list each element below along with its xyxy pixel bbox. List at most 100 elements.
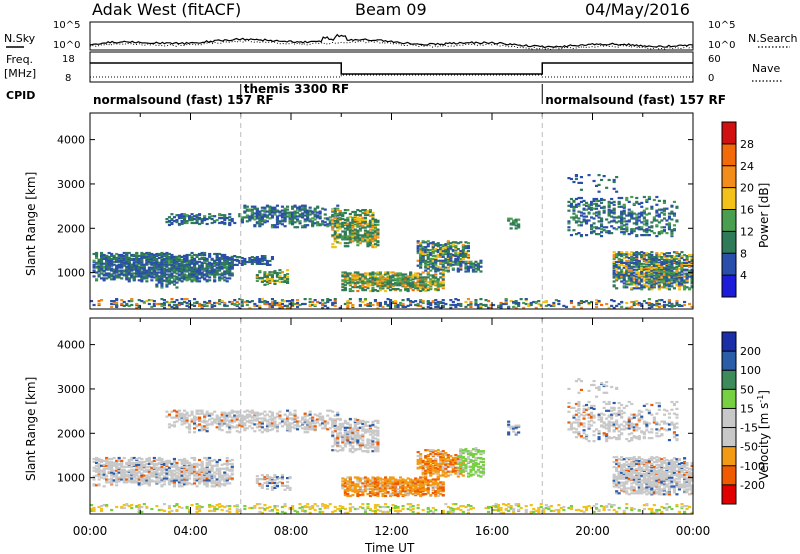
range-gate-cell (343, 287, 347, 290)
range-gate-cell (640, 234, 644, 237)
range-gate-cell (152, 459, 156, 462)
range-gate-cell (672, 228, 677, 231)
range-gate-cell (298, 303, 302, 307)
range-gate-cell (220, 261, 224, 264)
range-gate-cell (426, 276, 430, 279)
range-gate-cell (582, 215, 586, 218)
range-gate-cell (399, 284, 403, 287)
range-gate-cell (318, 217, 322, 220)
range-gate-cell (331, 225, 335, 228)
range-gate-cell (208, 276, 212, 279)
range-gate-cell (183, 478, 187, 481)
range-gate-cell (165, 253, 169, 257)
range-gate-cell (275, 272, 280, 275)
range-gate-cell (185, 459, 189, 462)
range-gate-cell (441, 268, 445, 271)
range-gate-cell (333, 216, 337, 219)
range-gate-cell (95, 271, 99, 274)
range-gate-cell (110, 300, 114, 303)
range-gate-cell (351, 221, 355, 224)
range-gate-cell (105, 277, 109, 280)
range-gate-cell (145, 273, 149, 276)
range-gate-cell (426, 284, 430, 287)
range-gate-cell (195, 216, 199, 219)
range-gate-cell (534, 306, 538, 309)
range-gate-cell (590, 206, 594, 209)
range-gate-cell (273, 301, 277, 305)
range-gate-cell (662, 300, 667, 304)
range-gate-cell (213, 471, 217, 474)
range-gate-cell (308, 218, 312, 221)
range-gate-cell (218, 276, 222, 279)
range-gate-cell (303, 220, 307, 223)
range-gate-cell (198, 252, 202, 256)
range-gate-cell (449, 252, 453, 256)
range-gate-cell (630, 210, 634, 213)
range-gate-cell (444, 246, 448, 249)
range-gate-cell (185, 258, 189, 261)
cpid-label: CPID (6, 89, 35, 102)
range-gate-cell (203, 219, 207, 222)
range-gate-cell (172, 459, 177, 462)
range-gate-cell (122, 254, 126, 257)
range-gate-cell (441, 248, 445, 251)
range-gate-cell (461, 249, 465, 252)
range-gate-cell (642, 275, 646, 278)
range-gate-cell (597, 233, 601, 236)
range-gate-cell (647, 253, 651, 256)
range-gate-cell (188, 300, 192, 303)
range-gate-cell (233, 258, 237, 262)
range-gate-cell (600, 178, 604, 182)
range-gate-cell (426, 300, 430, 303)
range-gate-cell (150, 299, 154, 302)
range-gate-cell (190, 254, 194, 257)
range-gate-cell (203, 477, 207, 480)
range-gate-cell (225, 271, 229, 274)
range-gate-cell (459, 263, 463, 266)
range-gate-cell (135, 468, 139, 471)
range-gate-cell (504, 298, 508, 301)
range-gate-cell (100, 299, 104, 302)
range-gate-cell (647, 287, 651, 290)
range-gate-cell (378, 301, 383, 305)
range-gate-cell (597, 220, 601, 223)
range-gate-cell (451, 249, 455, 252)
range-gate-cell (258, 270, 262, 273)
range-gate-cell (409, 279, 413, 282)
range-gate-cell (537, 302, 541, 306)
range-gate-cell (376, 244, 380, 247)
range-gate-cell (376, 282, 380, 285)
range-gate-cell (120, 277, 124, 280)
range-gate-cell (590, 216, 594, 219)
range-gate-cell (672, 200, 677, 203)
range-gate-cell (198, 222, 202, 226)
range-gate-cell (215, 464, 219, 467)
range-gate-cell (250, 258, 254, 262)
range-gate-cell (675, 273, 679, 276)
range-gate-cell (95, 456, 99, 460)
range-gate-cell (396, 303, 400, 307)
range-gate-cell (235, 303, 239, 307)
range-gate-cell (195, 462, 199, 465)
range-gate-cell (273, 270, 277, 273)
range-gate-cell (421, 250, 425, 254)
range-gate-cell (504, 300, 508, 304)
power-ylabel: Slant Range [km] (24, 172, 38, 276)
range-gate-cell (213, 304, 217, 307)
range-gate-cell (135, 477, 139, 480)
range-gate-cell (160, 465, 164, 468)
range-gate-cell (358, 217, 362, 220)
range-gate-cell (135, 461, 139, 464)
range-gate-cell (454, 241, 458, 244)
range-gate-cell (127, 280, 131, 283)
range-gate-cell (95, 278, 99, 281)
range-gate-cell (409, 282, 413, 285)
range-gate-cell (419, 304, 423, 307)
range-gate-cell (426, 289, 430, 292)
range-gate-cell (142, 268, 146, 271)
range-gate-cell (582, 207, 586, 210)
range-gate-cell (376, 230, 380, 233)
range-gate-cell (253, 224, 257, 227)
range-gate-cell (549, 304, 553, 307)
range-gate-cell (431, 281, 435, 284)
